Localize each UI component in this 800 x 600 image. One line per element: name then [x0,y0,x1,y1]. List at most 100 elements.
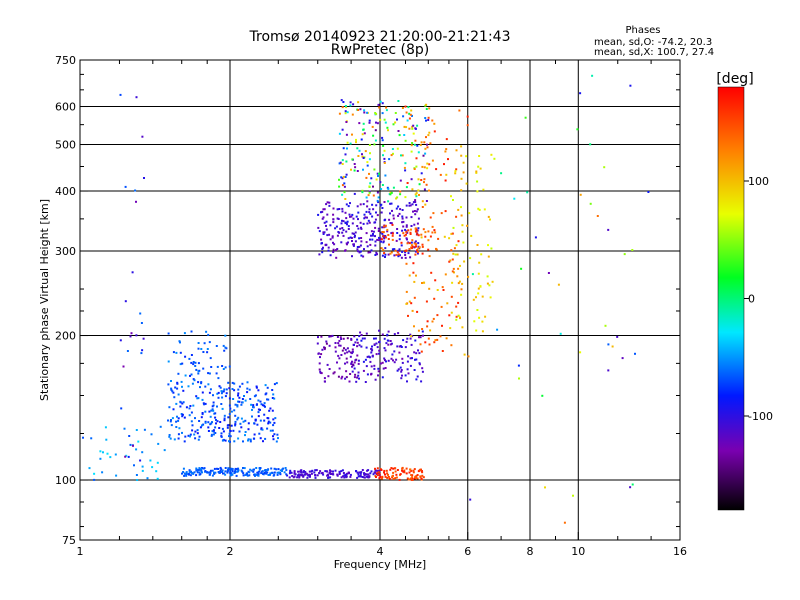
x-tick-label: 16 [673,545,687,558]
echo-point [376,122,379,125]
echo-point [243,395,245,397]
echo-point [228,432,231,435]
echo-point [445,337,448,340]
echo-point [189,470,192,473]
echo-point [265,392,268,395]
echo-point [325,224,327,227]
echo-point [607,228,610,231]
echo-point [340,354,343,356]
echo-point [478,155,481,157]
echo-point [371,234,374,237]
echo-point [344,198,347,200]
echo-point [401,215,404,218]
echo-point [370,348,373,351]
echo-point [354,341,357,344]
echo-point [323,208,326,211]
echo-point [412,471,415,474]
echo-point [383,252,386,255]
echo-point [412,469,415,472]
echo-point [347,205,350,208]
echo-point [380,477,383,480]
echo-point [465,155,468,158]
echo-point [221,396,224,399]
echo-point [408,202,411,204]
echo-point [340,476,343,479]
echo-point [231,468,234,470]
echo-point [371,238,374,241]
echo-point [224,366,227,369]
echo-point [431,119,434,122]
echo-point [616,335,619,338]
echo-point [163,449,166,452]
echo-point [204,385,207,388]
echo-point [366,111,369,114]
echo-point [483,208,486,211]
echo-point [206,348,209,350]
echo-point [360,254,363,257]
echo-point [360,227,363,230]
echo-point [196,429,199,432]
echo-point [417,247,420,250]
echo-point [405,186,408,189]
echo-point [425,119,427,122]
echo-point [192,363,195,366]
echo-point [377,175,379,177]
echo-point [277,468,280,471]
echo-point [230,424,233,427]
echo-point [475,170,478,173]
echo-point [382,367,385,370]
echo-point [354,234,356,237]
echo-point [256,423,259,426]
echo-point [407,252,410,255]
echo-point [321,251,324,254]
echo-point [351,352,354,355]
echo-point [362,222,365,225]
echo-point [390,154,393,157]
echo-point [520,267,523,270]
echo-point [217,377,220,380]
echo-point [416,233,419,236]
echo-point [230,472,233,475]
colorbar-tick-label: -100 [748,410,773,423]
echo-point [380,188,383,190]
echo-point [114,453,117,456]
echo-point [276,433,279,436]
echo-point [371,355,374,358]
echo-point [386,472,389,475]
echo-point [409,364,412,367]
echo-point [243,467,246,470]
echo-point [277,471,280,474]
echo-point [397,368,400,371]
echo-point [251,408,253,411]
echo-point [258,468,261,471]
echo-point [434,231,437,234]
echo-point [421,245,424,248]
echo-point [389,202,392,205]
echo-point [406,337,409,340]
echo-point [352,243,355,246]
echo-point [332,241,334,244]
echo-point [139,312,142,315]
echo-point [201,471,203,474]
echo-point [418,363,421,366]
echo-point [431,231,434,234]
echo-point [397,250,400,253]
echo-point [394,467,397,470]
echo-point [183,440,186,443]
echo-point [419,476,422,479]
echo-point [396,147,399,150]
echo-point [421,328,424,330]
echo-point [206,351,209,354]
echo-point [269,472,272,475]
echo-point [263,413,266,416]
echo-point [208,473,211,476]
echo-point [457,282,460,285]
echo-point [413,168,416,170]
echo-point [302,471,305,474]
echo-point [357,218,359,221]
echo-point [487,215,490,218]
echo-point [365,475,368,478]
echo-point [328,368,331,370]
echo-point [332,251,335,253]
echo-point [345,376,348,379]
